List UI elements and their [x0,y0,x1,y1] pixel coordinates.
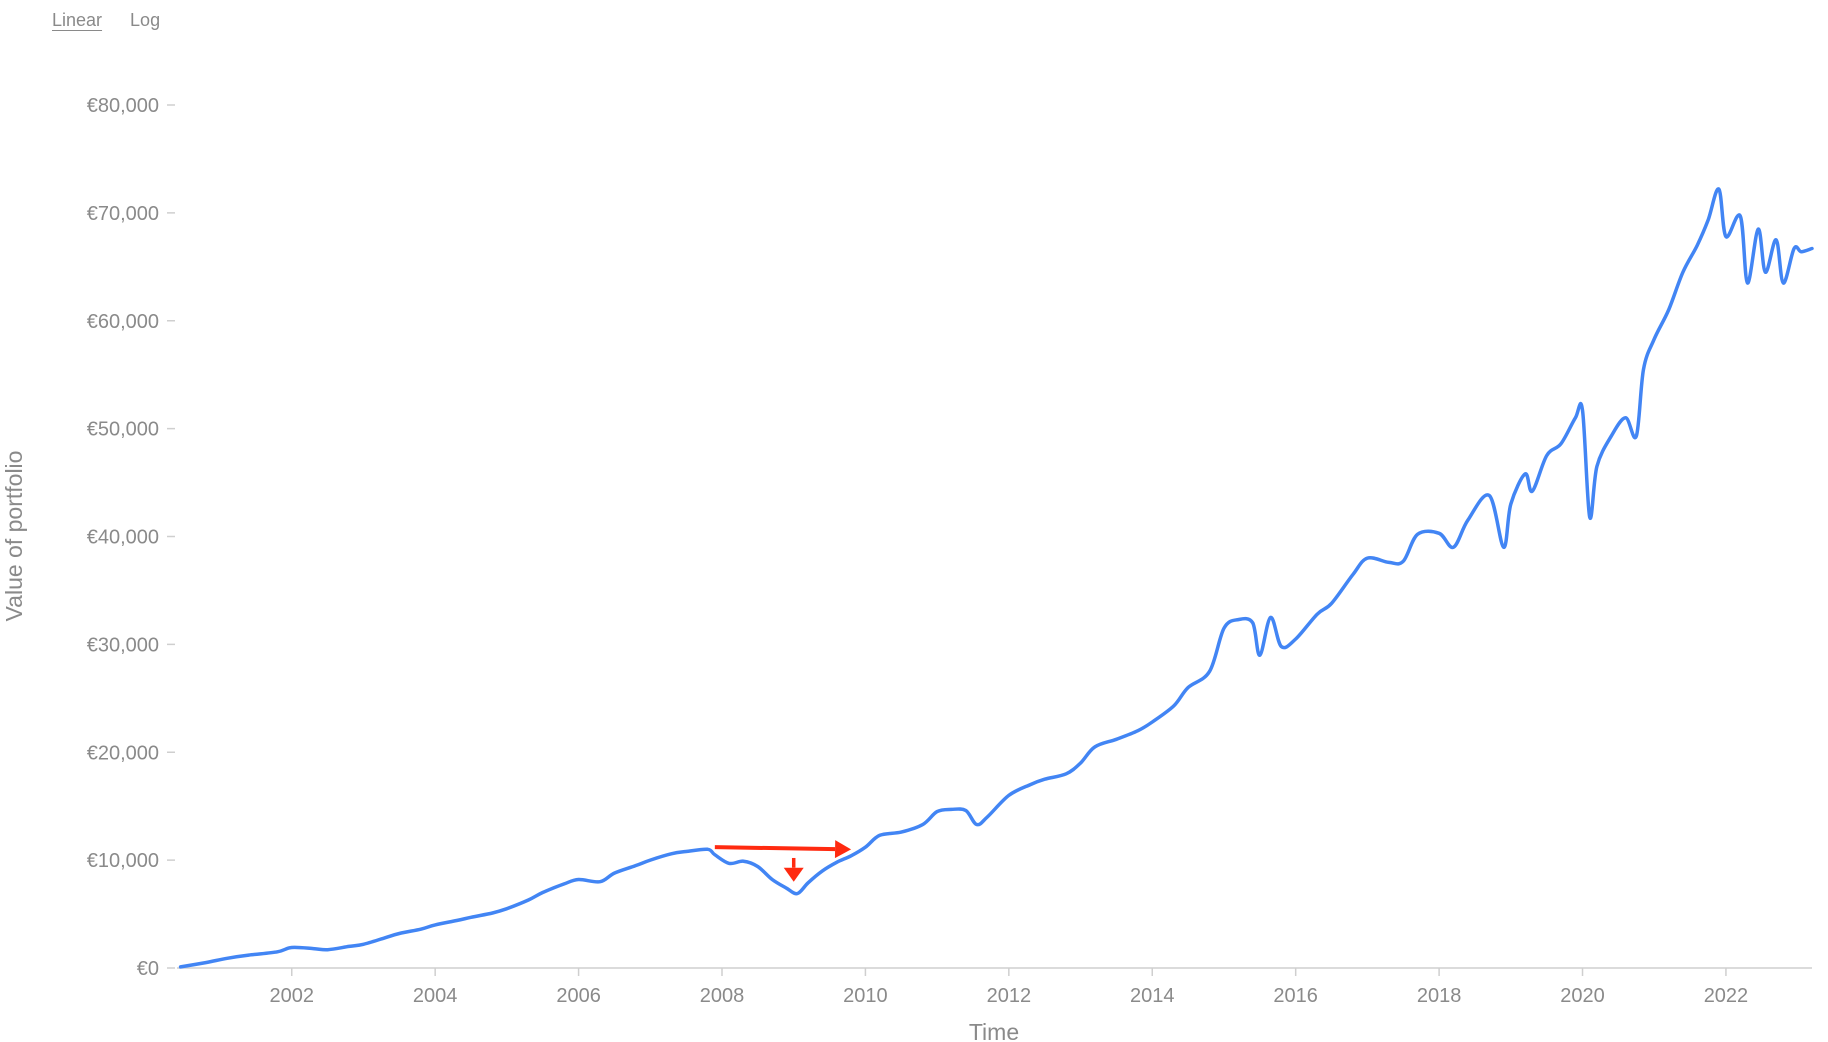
x-axis-title: Time [969,1019,1019,1042]
y-tick-label: €50,000 [87,419,159,441]
x-tick-label: 2018 [1417,985,1462,1007]
annotation-layer [714,840,852,882]
x-tick-label: 2016 [1273,985,1318,1007]
x-tick-label: 2014 [1130,985,1175,1007]
y-tick-label: €40,000 [87,527,159,549]
x-tick-label: 2002 [269,985,314,1007]
x-tick-label: 2004 [413,985,458,1007]
series-layer [178,187,1814,969]
y-tick-label: €0 [137,958,159,980]
portfolio-value-line [178,187,1814,969]
y-tick-label: €60,000 [87,311,159,333]
log-scale-option[interactable]: Log [130,10,161,30]
x-tick-label: 2006 [556,985,601,1007]
annotation-arrow-right [714,840,852,859]
y-tick-label: €20,000 [87,742,159,764]
x-tick-label: 2010 [843,985,888,1007]
scale-toggle: Linear Log [52,10,160,31]
linear-scale-option[interactable]: Linear [52,10,103,30]
y-axis-title: Value of portfolio [1,451,27,622]
y-axis: €0 €10,000 €20,000 €30,000 €40,000 €50,000 €60… [87,95,175,980]
y-tick-label: €10,000 [87,850,159,872]
x-tick-label: 2022 [1704,985,1749,1007]
x-tick-label: 2008 [700,985,745,1007]
x-axis: 2002 2004 2006 2008 2010 2012 2014 2016 2018 2020… [177,967,1812,1007]
x-tick-label: 2020 [1560,985,1605,1007]
y-tick-label: €80,000 [87,95,159,117]
y-tick-label: €30,000 [87,634,159,656]
annotation-arrow-down [783,857,804,882]
x-tick-label: 2012 [987,985,1032,1007]
y-tick-label: €70,000 [87,203,159,225]
